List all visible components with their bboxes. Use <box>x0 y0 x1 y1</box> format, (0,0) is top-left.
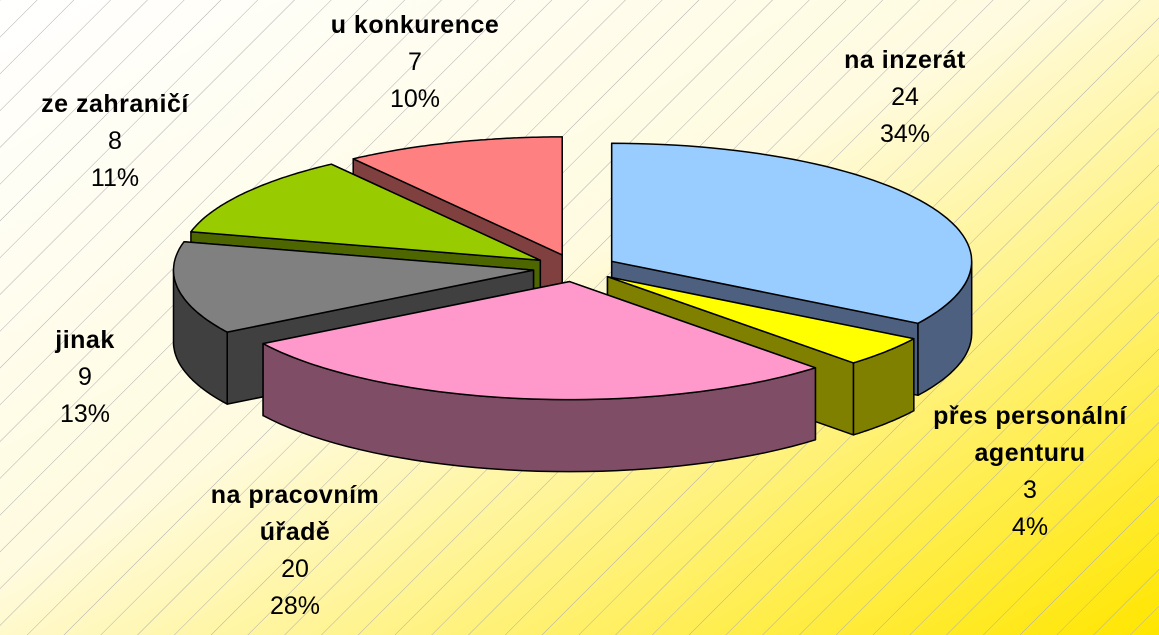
category-label: u konkurence <box>330 11 500 39</box>
slice-top <box>606 275 915 364</box>
slice-top <box>190 163 542 262</box>
data-label: přes personální agenturu 3 4% <box>900 398 1159 546</box>
percent-label: 13% <box>59 400 111 428</box>
percent-label: 34% <box>879 120 931 148</box>
percent-label: 10% <box>389 85 441 113</box>
data-label: na inzerát 24 34% <box>755 42 1055 153</box>
slice-top <box>172 240 535 333</box>
category-label: na inzerát <box>844 46 966 74</box>
data-label: u konkurence 7 10% <box>285 7 545 118</box>
percent-label: 28% <box>269 592 321 620</box>
percent-label: 11% <box>90 164 140 192</box>
value-label: 8 <box>108 127 122 155</box>
data-label: jinak 9 13% <box>10 322 160 433</box>
value-label: 20 <box>281 555 309 583</box>
category-label: ze zahraničí <box>41 90 189 118</box>
data-label: na pracovním úřadě 20 28% <box>185 477 405 625</box>
data-label: ze zahraničí 8 11% <box>0 86 230 197</box>
slice <box>262 280 817 473</box>
slice-top <box>352 136 563 256</box>
value-label: 24 <box>891 83 919 111</box>
category-label: přes personální agenturu <box>933 402 1127 467</box>
pie <box>172 136 973 473</box>
category-label: na pracovním úřadě <box>210 481 380 546</box>
value-label: 7 <box>408 48 422 76</box>
percent-label: 4% <box>1011 513 1049 541</box>
slice-top <box>610 142 973 325</box>
value-label: 9 <box>78 363 92 391</box>
value-label: 3 <box>1023 476 1037 504</box>
slice-top <box>262 280 817 401</box>
category-label: jinak <box>55 326 115 354</box>
